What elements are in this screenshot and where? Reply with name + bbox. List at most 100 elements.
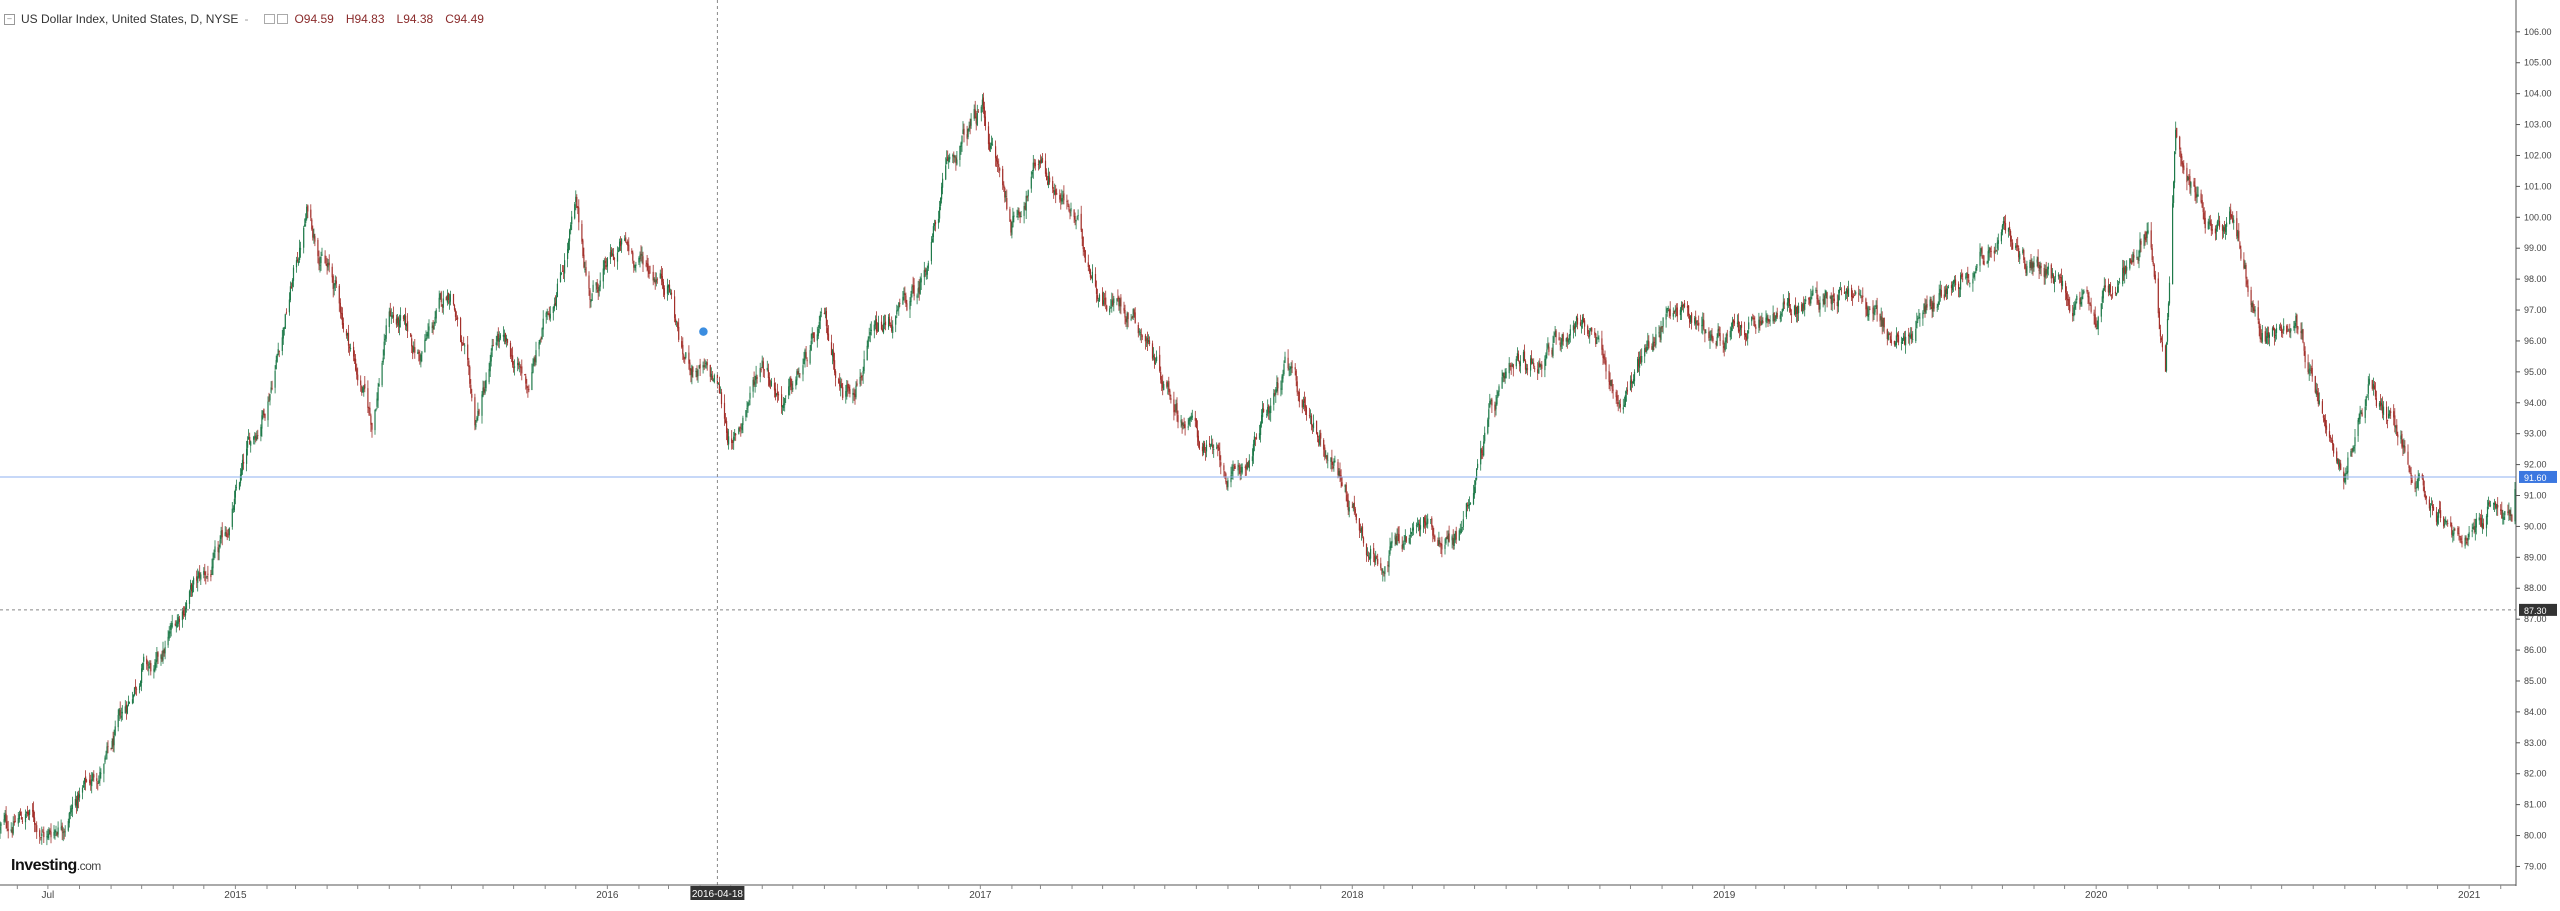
candle-body xyxy=(50,831,52,838)
candle-body xyxy=(1305,407,1307,416)
candle-body xyxy=(402,315,405,319)
candle-body xyxy=(1276,382,1278,392)
candle-body xyxy=(1104,298,1106,300)
candle-body xyxy=(1929,299,1931,307)
candle-body xyxy=(1059,195,1061,200)
candle-body xyxy=(1825,290,1827,296)
candle-body xyxy=(17,818,19,824)
candle-body xyxy=(1156,356,1158,361)
candle-body xyxy=(27,811,30,816)
candle-body xyxy=(574,204,576,219)
last-price-label: 91.60 xyxy=(2524,473,2547,483)
candle-body xyxy=(1020,216,1022,218)
candle-body xyxy=(1559,342,1561,345)
candle-body xyxy=(1369,556,1371,560)
candle-body xyxy=(1923,304,1925,312)
candle-body xyxy=(1803,302,1805,309)
candle-body xyxy=(1323,440,1325,450)
candle-body xyxy=(1188,419,1190,425)
candle-body xyxy=(2321,401,2323,414)
candle-body xyxy=(1979,251,1981,266)
candle-body xyxy=(2044,270,2046,278)
candle-body xyxy=(846,384,848,392)
candle-body xyxy=(983,106,985,118)
candle-body xyxy=(327,263,329,268)
candle-body xyxy=(1497,392,1499,397)
candle-body xyxy=(1247,461,1249,468)
candle-body xyxy=(217,547,219,552)
x-tick-label: Jul xyxy=(41,890,54,901)
candle-body xyxy=(695,370,697,373)
candle-body xyxy=(1067,203,1069,205)
candle-body xyxy=(766,367,768,371)
candle-body xyxy=(863,359,865,372)
candle-body xyxy=(1744,330,1746,336)
candle-body xyxy=(578,207,580,223)
candle-body xyxy=(1725,334,1727,343)
candle-body xyxy=(1127,313,1129,320)
price-axis[interactable]: 79.0080.0081.0082.0083.0084.0085.0086.00… xyxy=(2515,0,2557,886)
candle-body xyxy=(684,357,686,359)
settings-icon[interactable] xyxy=(264,14,276,24)
candle-body xyxy=(361,386,363,393)
legend-options-icon[interactable]: - xyxy=(244,12,249,26)
candle-body xyxy=(285,312,287,314)
candle-body xyxy=(91,779,93,787)
candle-body xyxy=(704,365,706,367)
candle-body xyxy=(2150,230,2152,248)
candle-body xyxy=(2308,369,2310,374)
candle-body xyxy=(1062,194,1064,198)
candle-body xyxy=(987,126,990,145)
candle-body xyxy=(484,389,486,394)
candle-body xyxy=(1946,288,1948,294)
symbol-title[interactable]: US Dollar Index, United States, D, NYSE xyxy=(21,12,239,26)
candle-body xyxy=(163,650,165,654)
candle-body xyxy=(1786,302,1788,306)
candle-body xyxy=(1526,368,1529,370)
candle-body xyxy=(1694,317,1696,324)
candle-body xyxy=(967,128,969,138)
candle-body xyxy=(1802,304,1804,314)
candle-body xyxy=(1980,248,1982,252)
candle-body xyxy=(1872,307,1874,314)
candle-body xyxy=(61,825,63,832)
candle-body xyxy=(1905,336,1907,346)
candle-body xyxy=(1839,288,1841,290)
x-tick-label: 2015 xyxy=(224,890,247,901)
candle-body xyxy=(1958,283,1960,289)
candle-body xyxy=(2086,289,2088,292)
candle-body xyxy=(726,421,728,433)
crosshair-date-label: 2016-04-18 xyxy=(692,889,744,900)
hide-icon[interactable] xyxy=(277,14,289,24)
candle-body xyxy=(1548,346,1550,352)
candle-body xyxy=(2236,218,2238,237)
candle-body xyxy=(1412,527,1414,531)
candle-body xyxy=(1261,415,1263,424)
event-marker-icon[interactable] xyxy=(697,325,710,338)
candle-body xyxy=(1576,317,1579,325)
candle-body xyxy=(1184,424,1186,429)
time-axis[interactable]: Jul 2015 2016 2016-04-18 2017 2018 2019 2020 202… xyxy=(0,884,2516,901)
candle-body xyxy=(433,325,435,330)
collapse-legend-icon[interactable]: – xyxy=(4,13,15,25)
candle-body xyxy=(1773,313,1775,322)
y-tick-label: 89.00 xyxy=(2524,552,2547,562)
candle-body xyxy=(1886,329,1888,339)
candle-body xyxy=(1569,329,1571,336)
candle-body xyxy=(1075,219,1077,222)
candle-body xyxy=(534,357,536,362)
candle-body xyxy=(2488,502,2491,504)
candle-body xyxy=(2417,477,2419,489)
candle-body xyxy=(1109,308,1111,313)
candle-body xyxy=(599,280,601,287)
y-tick-label: 86.00 xyxy=(2524,645,2547,655)
candle-body xyxy=(2393,411,2395,418)
candle-body xyxy=(256,435,258,440)
candle-body xyxy=(1789,308,1792,312)
candle-body xyxy=(2468,532,2470,537)
candle-body xyxy=(2187,177,2189,181)
candle-body xyxy=(98,780,100,783)
candle-body xyxy=(43,832,45,838)
